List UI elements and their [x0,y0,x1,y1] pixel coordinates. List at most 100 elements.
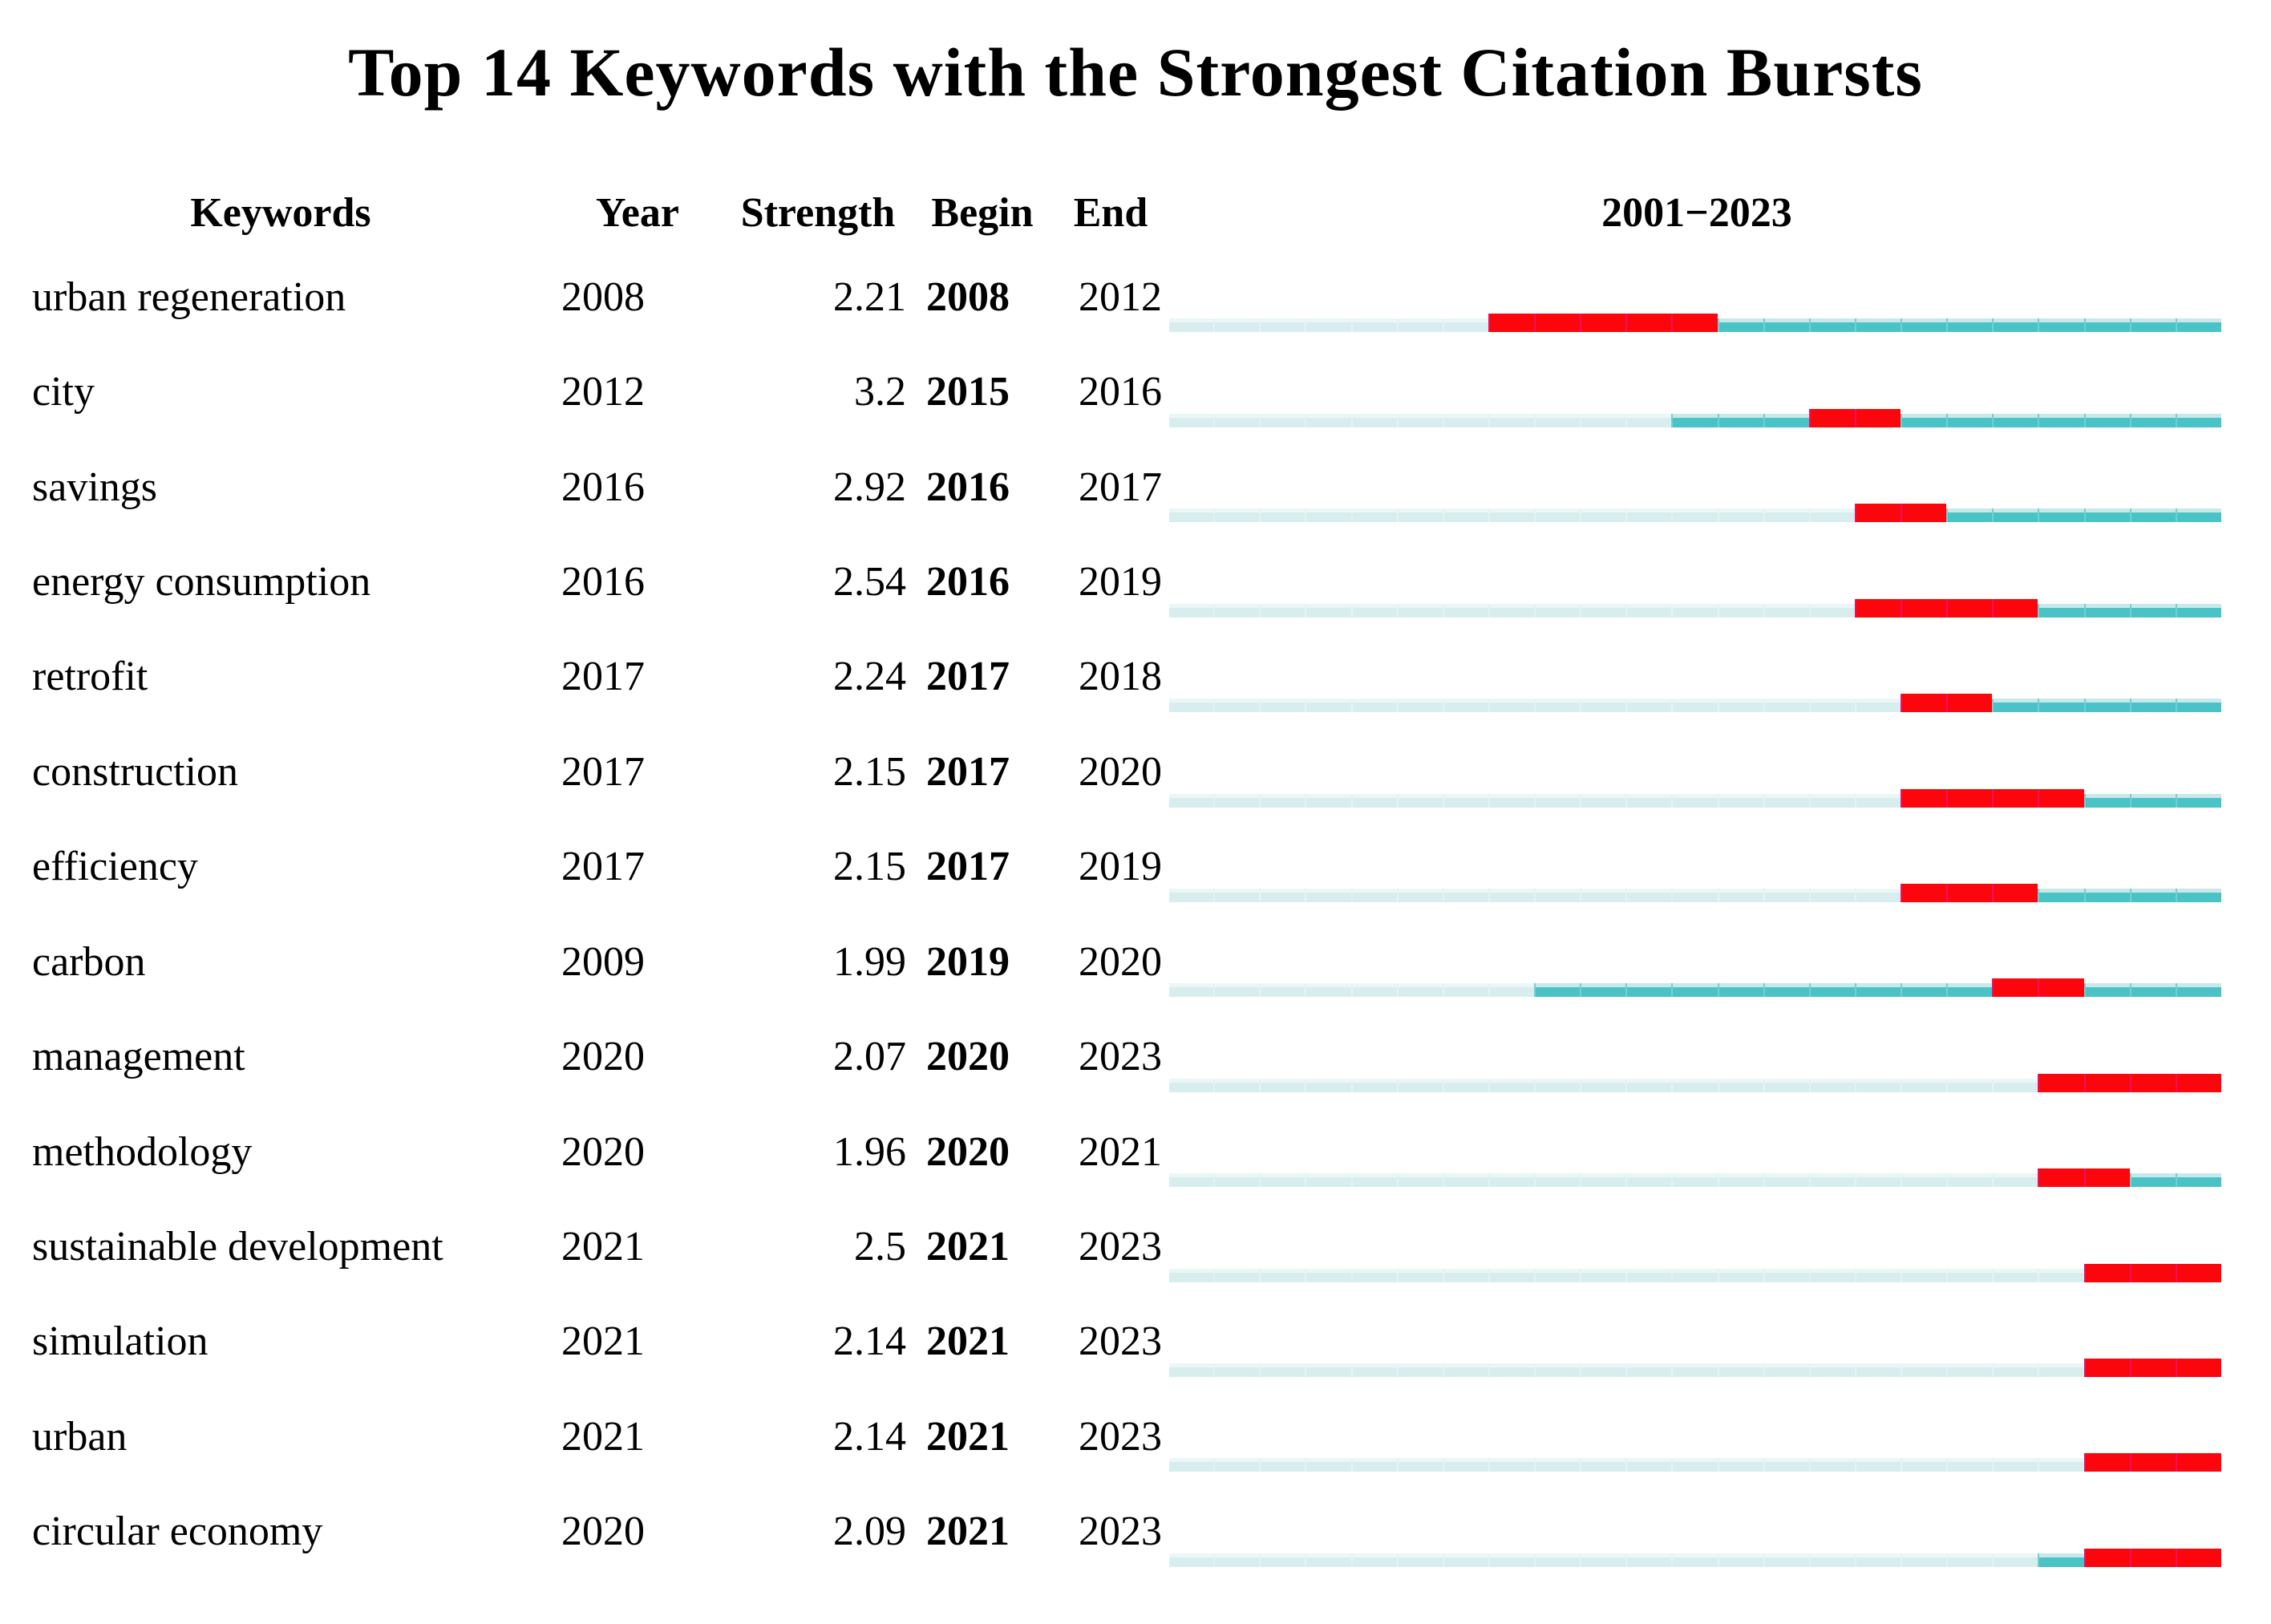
table-row: methodology 2020 1.96 2020 2021 [0,1104,2271,1199]
year-cell: 2020 [561,1509,645,1555]
timeline-cell-inactive [1259,508,1306,523]
timeline-cell-inactive [1625,1268,1672,1282]
timeline-cell-inactive [2038,1458,2084,1472]
burst-timeline-bar [1169,1168,2221,1188]
end-cell: 2021 [1079,1128,1162,1175]
keyword-cell: retrofit [32,654,148,700]
timeline-cell-active [2083,793,2130,808]
begin-cell: 2021 [926,1509,1010,1555]
timeline-cell-inactive [1305,1553,1351,1567]
timeline-cell-inactive [1946,1268,1993,1282]
timeline-cell-inactive [1259,1268,1306,1282]
table-row: efficiency 2017 2.15 2017 2019 [0,820,2271,914]
timeline-cell-inactive [1350,508,1397,523]
timeline-cell-inactive [1169,983,1214,998]
timeline-cell-active [2175,318,2221,333]
timeline-cell-inactive [1808,1268,1855,1282]
year-cell: 2016 [561,558,645,605]
table-row: urban 2021 2.14 2021 2023 [0,1389,2271,1484]
timeline-cell-inactive [1717,1458,1763,1472]
timeline-cell-burst [2175,1073,2221,1092]
timeline-cell-inactive [1213,983,1260,998]
timeline-cell-inactive [1169,1078,1214,1092]
timeline-cell-inactive [1488,1268,1534,1282]
timeline-cell-inactive [1992,1553,2038,1567]
timeline-cell-burst [2175,1359,2221,1378]
timeline-cell-inactive [1396,1363,1443,1378]
timeline-cell-inactive [1671,1173,1718,1188]
timeline-cell-inactive [1305,318,1351,333]
timeline-cell-inactive [1717,1553,1763,1567]
timeline-cell-inactive [1305,603,1351,618]
timeline-cell-inactive [1396,1173,1443,1188]
timeline-cell-active [2129,603,2176,618]
begin-cell: 2021 [926,1413,1010,1460]
year-cell: 2021 [561,1223,645,1270]
timeline-cell-inactive [1625,1078,1672,1092]
timeline-cell-inactive [1396,699,1443,713]
timeline-cell-active [1901,413,1947,427]
timeline-cell-active [1671,983,1718,998]
timeline-cell-inactive [1442,1078,1488,1092]
timeline-cell-active [1808,318,1855,333]
year-cell: 2012 [561,369,645,415]
timeline-cell-active [2129,413,2176,427]
timeline-cell-inactive [1442,318,1488,333]
begin-cell: 2016 [926,464,1010,510]
timeline-cell-inactive [1625,1363,1672,1378]
timeline-cell-active [2038,318,2084,333]
timeline-cell-active [2083,318,2130,333]
timeline-cell-inactive [1854,1173,1901,1188]
burst-timeline-bar [1169,694,2221,713]
end-cell: 2020 [1079,748,1162,795]
timeline-cell-active [1763,983,1809,998]
timeline-cell-active [2129,888,2176,902]
table-row: savings 2016 2.92 2016 2017 [0,439,2271,534]
timeline-cell-burst [2083,1453,2130,1472]
timeline-cell-inactive [1350,318,1397,333]
timeline-cell-inactive [1259,413,1306,427]
timeline-cell-inactive [1625,793,1672,808]
timeline-cell-inactive [1442,1173,1488,1188]
timeline-cell-burst [1901,883,1947,902]
timeline-cell-inactive [1763,1078,1809,1092]
timeline-cell-active [2175,699,2221,713]
timeline-cell-burst [2175,1548,2221,1567]
timeline-cell-inactive [1946,1173,1993,1188]
end-cell: 2016 [1079,369,1162,415]
timeline-cell-inactive [1808,888,1855,902]
timeline-cell-inactive [1717,793,1763,808]
timeline-cell-burst [2129,1453,2176,1472]
timeline-cell-inactive [1671,793,1718,808]
timeline-cell-inactive [2038,1268,2084,1282]
timeline-cell-inactive [1625,413,1672,427]
timeline-cell-active [2175,508,2221,523]
timeline-cell-inactive [1259,1173,1306,1188]
timeline-cell-inactive [1213,793,1260,808]
timeline-cell-inactive [1396,793,1443,808]
timeline-cell-inactive [1854,1078,1901,1092]
timeline-cell-inactive [1534,1268,1581,1282]
burst-timeline-bar [1169,408,2221,427]
burst-timeline-bar [1169,1359,2221,1378]
keyword-cell: sustainable development [32,1223,443,1270]
timeline-cell-inactive [1580,508,1626,523]
column-header-year: Year [596,189,679,236]
timeline-cell-burst [1992,883,2038,902]
timeline-cell-active [1534,983,1581,998]
timeline-cell-active [2083,983,2130,998]
keyword-cell: savings [32,464,157,510]
strength-cell: 2.07 [833,1034,906,1080]
timeline-cell-active [2038,1553,2084,1567]
table-row: sustainable development 2021 2.5 2021 20… [0,1199,2271,1294]
timeline-cell-burst [2129,1263,2176,1282]
end-cell: 2023 [1079,1318,1162,1365]
timeline-cell-inactive [1442,888,1488,902]
timeline-cell-active [1717,318,1763,333]
timeline-cell-inactive [1442,1458,1488,1472]
timeline-cell-inactive [1901,1363,1947,1378]
timeline-cell-inactive [1671,1553,1718,1567]
timeline-cell-inactive [1763,1173,1809,1188]
timeline-cell-inactive [1488,603,1534,618]
timeline-cell-inactive [1580,699,1626,713]
